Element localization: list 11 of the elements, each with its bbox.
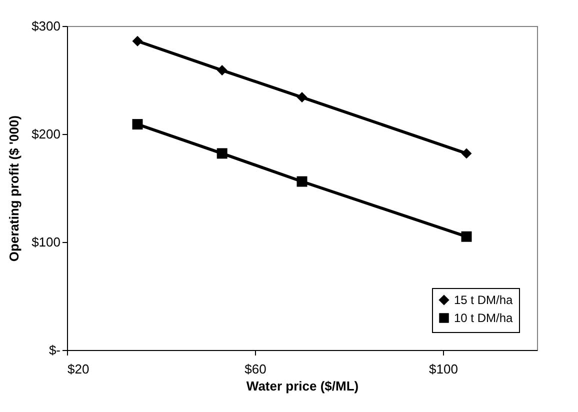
legend-label: 15 t DM/ha — [454, 293, 514, 307]
y-tick-label: $200 — [32, 126, 60, 142]
y-tick-label: $100 — [32, 234, 60, 250]
y-tick-label: $300 — [32, 18, 60, 34]
legend-label: 10 t DM/ha — [454, 311, 514, 325]
x-axis-title: Water price ($/ML) — [246, 378, 359, 394]
y-tick-label: $- — [48, 342, 60, 358]
x-tick-label: $60 — [244, 362, 266, 376]
x-tick-label: $20 — [68, 362, 90, 376]
y-axis-title: Operating profit ($ '000) — [6, 115, 22, 262]
x-tick-label: $100 — [429, 362, 458, 376]
